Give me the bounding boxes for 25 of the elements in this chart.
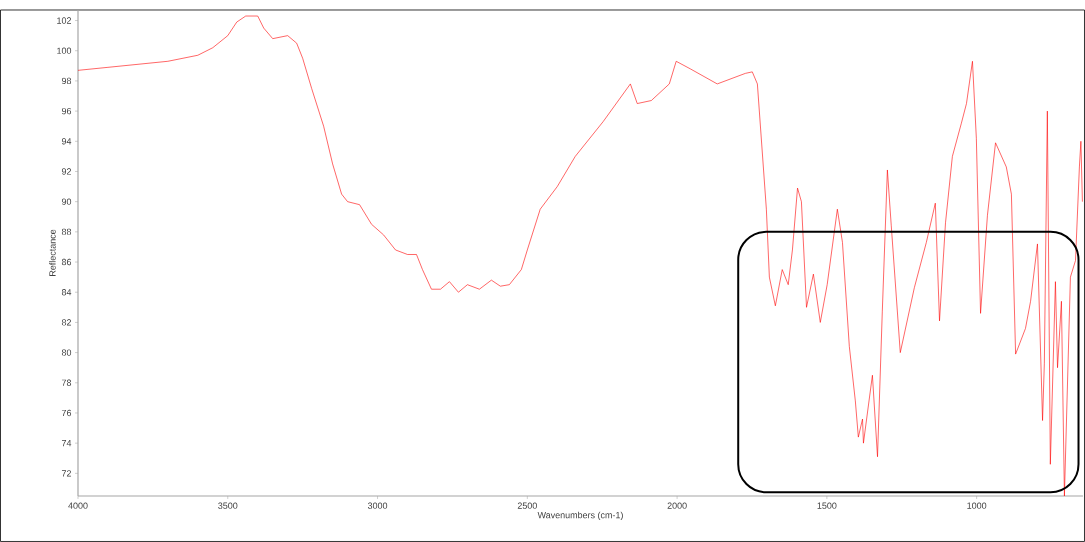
y-tick-label: 92: [61, 168, 72, 175]
y-tick-label: 88: [61, 228, 72, 236]
y-tick-label: 100: [57, 47, 72, 54]
y-tick-label: 98: [61, 77, 72, 85]
y-axis-title: Reflectance: [49, 229, 56, 276]
x-tick-label: 1500: [817, 502, 837, 509]
x-tick-label: 1000: [967, 502, 987, 509]
y-tick-label: 94: [61, 138, 72, 145]
y-tick-label: 90: [61, 198, 72, 205]
x-tick-label: 3000: [367, 502, 388, 509]
y-tick-label: 80: [61, 349, 72, 356]
y-tick-label: 78: [61, 379, 72, 386]
y-tick-label: 72: [61, 470, 72, 477]
x-axis-title: Wavenumbers (cm-1): [537, 511, 623, 521]
y-tick-label: 86: [61, 258, 72, 266]
x-tick-label: 2000: [667, 502, 687, 509]
y-tick-label: 96: [61, 107, 72, 115]
y-tick-label: 102: [57, 17, 72, 24]
y-tick-label: 74: [61, 440, 72, 447]
x-tick-label: 4000: [68, 502, 88, 509]
x-tick-label: 2500: [517, 502, 537, 509]
y-tick-label: 82: [61, 319, 72, 326]
y-tick-label: 84: [61, 289, 72, 296]
x-tick-label: 3500: [218, 502, 238, 509]
y-tick-label: 76: [61, 409, 72, 417]
